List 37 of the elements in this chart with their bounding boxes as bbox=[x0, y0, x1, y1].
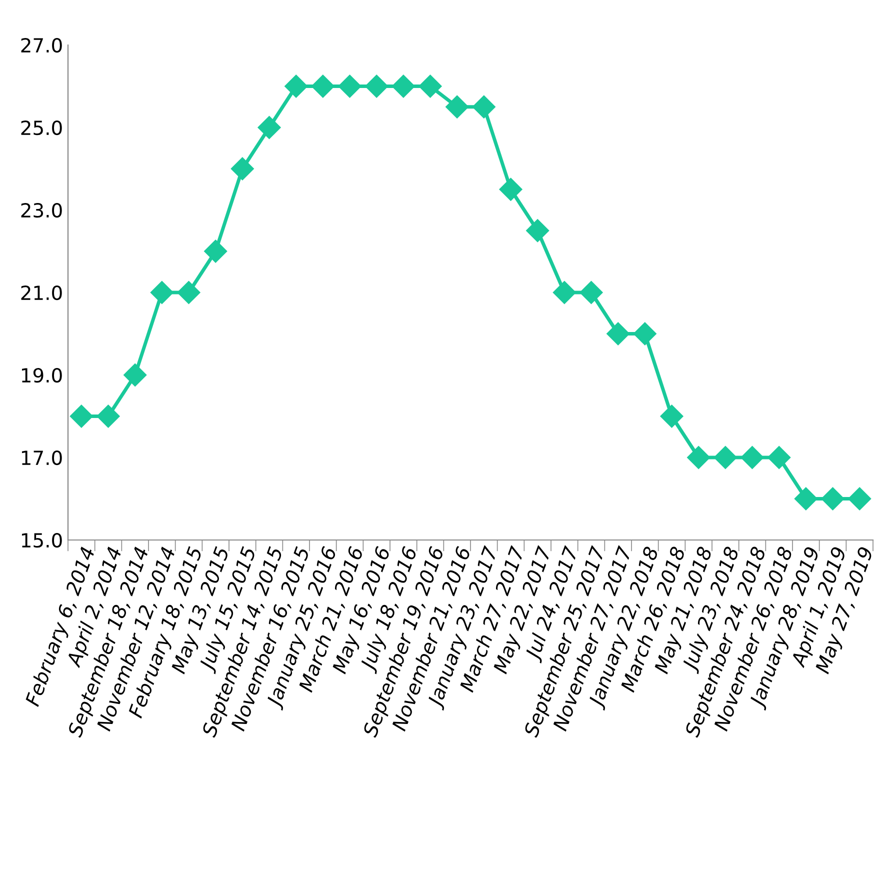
point bbox=[365, 74, 388, 98]
y-tick-label: 23.0 bbox=[21, 202, 62, 218]
point bbox=[311, 74, 334, 98]
point bbox=[580, 281, 603, 304]
point bbox=[284, 74, 308, 98]
point bbox=[633, 322, 656, 346]
point bbox=[794, 487, 818, 510]
point bbox=[526, 219, 550, 242]
point bbox=[70, 404, 93, 428]
y-tick-label: 19.0 bbox=[22, 368, 62, 383]
point bbox=[418, 74, 442, 98]
point bbox=[177, 281, 200, 304]
point bbox=[124, 364, 147, 386]
point bbox=[552, 281, 576, 304]
point bbox=[258, 116, 281, 139]
point bbox=[96, 404, 120, 428]
point bbox=[499, 178, 522, 201]
point bbox=[687, 446, 710, 469]
point bbox=[848, 487, 872, 510]
point bbox=[472, 95, 496, 118]
point bbox=[204, 240, 228, 263]
y-tick-label: 17.0 bbox=[22, 450, 62, 466]
point bbox=[392, 74, 415, 98]
point bbox=[740, 446, 764, 469]
point bbox=[768, 446, 791, 469]
y-tick-label: 15.0 bbox=[22, 532, 62, 548]
point bbox=[150, 281, 174, 304]
point bbox=[660, 404, 684, 428]
point bbox=[606, 322, 630, 346]
y-tick-label: 27.0 bbox=[21, 38, 62, 53]
point bbox=[446, 95, 469, 118]
point bbox=[821, 487, 844, 510]
y-tick-label: 25.0 bbox=[21, 120, 62, 136]
point bbox=[230, 157, 254, 180]
point bbox=[338, 74, 362, 98]
y-tick-label: 21.0 bbox=[21, 285, 62, 300]
point bbox=[714, 446, 737, 469]
